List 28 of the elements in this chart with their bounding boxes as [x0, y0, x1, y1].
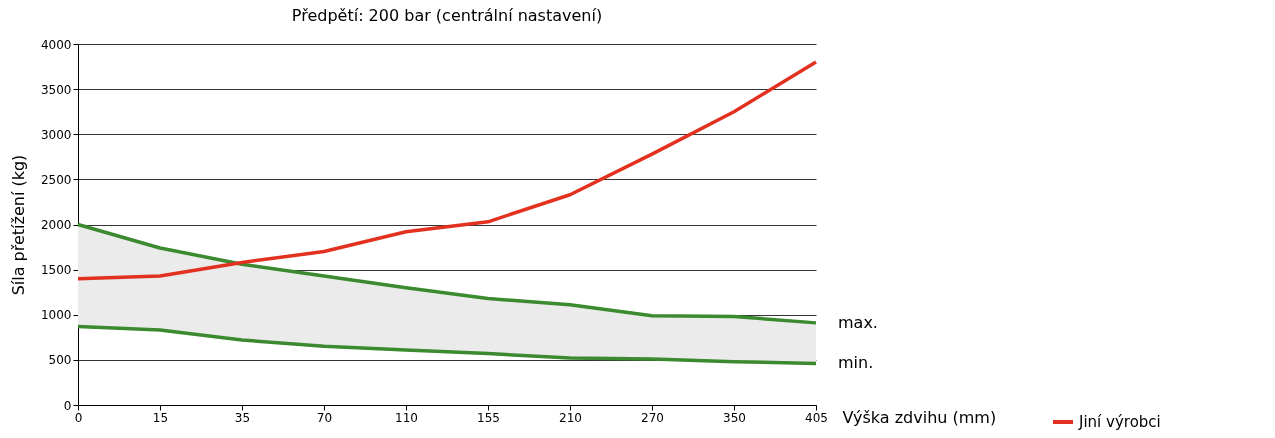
line-series — [76, 222, 818, 325]
series-label: max. — [838, 312, 878, 332]
y-tick-label: 4000 — [40, 37, 72, 52]
series-label: min. — [838, 353, 874, 373]
y-tick-label: 2000 — [40, 218, 72, 232]
y-tick-label: 2500 — [40, 172, 72, 187]
chart-title: Předpětí: 200 bar (centrální nastavení) — [291, 6, 603, 25]
x-tick-label: 155 — [477, 410, 500, 425]
x-tick-label: 70 — [316, 410, 333, 425]
x-tick-label: 405 — [805, 410, 828, 425]
x-tick-label: 110 — [395, 410, 418, 425]
x-axis-title: Výška zdvihu (mm) — [842, 407, 997, 427]
x-tick-label: 210 — [559, 410, 582, 425]
line-series — [76, 60, 818, 281]
x-tick-label: 270 — [641, 410, 664, 425]
x-tick-label: 350 — [723, 410, 746, 425]
line-series — [76, 324, 818, 366]
legend-label: Jiní výrobci — [1078, 413, 1161, 431]
x-tick-label: 0 — [74, 410, 83, 425]
y-tick-label: 500 — [48, 353, 72, 368]
y-tick-label: 3000 — [40, 127, 72, 142]
x-tick-label: 15 — [152, 410, 169, 425]
y-tick-label: 3500 — [40, 82, 72, 97]
y-tick-label: 1000 — [40, 308, 72, 323]
y-tick-label: 0 — [63, 398, 72, 413]
x-tick-label: 35 — [234, 410, 251, 425]
y-tick-label: 1500 — [40, 263, 72, 278]
y-axis-title: Síla přetížení (kg) — [8, 154, 28, 296]
